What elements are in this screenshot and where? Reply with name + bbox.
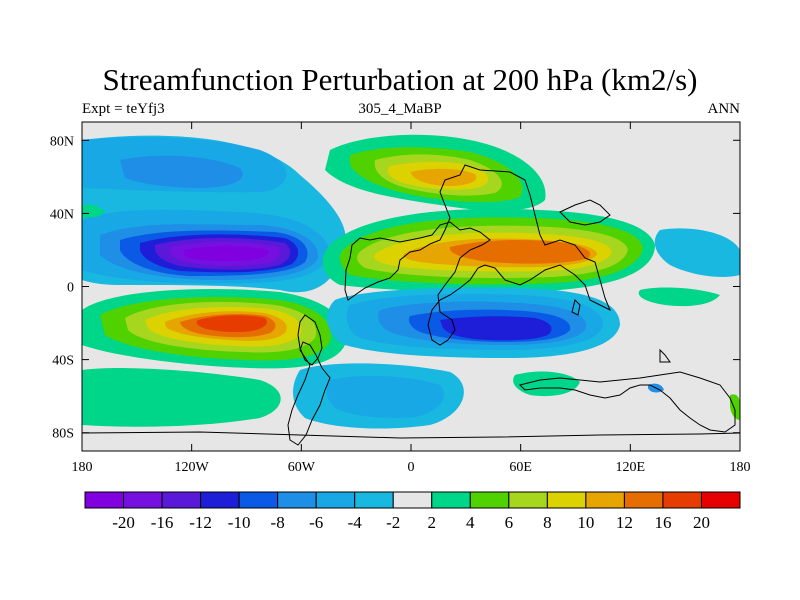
colorbar-label: -16 bbox=[151, 513, 174, 532]
lon-tick-label: 60W bbox=[288, 460, 316, 475]
lon-tick-label: 120E bbox=[616, 460, 646, 475]
positive-southern-indian bbox=[513, 371, 580, 397]
colorbar-label: -2 bbox=[386, 513, 400, 532]
lat-tick-label: 0 bbox=[67, 281, 74, 296]
lon-tick-label: 60E bbox=[509, 460, 532, 475]
colorbar-label: 10 bbox=[577, 513, 594, 532]
positive-lobe-eurasia bbox=[325, 134, 546, 211]
colorbar-label: 4 bbox=[466, 513, 475, 532]
colorbar-swatch bbox=[315, 491, 356, 509]
plot-title: Streamfunction Perturbation at 200 hPa (… bbox=[102, 62, 698, 97]
colorbar-swatch bbox=[623, 491, 664, 509]
colorbar-swatch bbox=[662, 491, 702, 509]
colorbar-label: -10 bbox=[228, 513, 251, 532]
colorbar-swatch bbox=[238, 491, 279, 509]
lat-tick-label: 80S bbox=[52, 427, 74, 442]
positive-south-east bbox=[638, 287, 720, 307]
colorbar-label: -8 bbox=[271, 513, 285, 532]
colorbar-label: 2 bbox=[428, 513, 437, 532]
lon-tick-label: 180 bbox=[730, 460, 751, 475]
colorbar-label: -12 bbox=[189, 513, 212, 532]
colorbar-swatch bbox=[546, 491, 587, 509]
lon-tick-label: 0 bbox=[408, 460, 415, 475]
negative-southern-atlantic-inner bbox=[326, 375, 444, 418]
colorbar-swatch bbox=[161, 491, 202, 509]
colorbar-label: -4 bbox=[348, 513, 363, 532]
positive-lobe-south-pacific bbox=[82, 289, 346, 369]
colorbar-swatch bbox=[123, 491, 163, 509]
colorbar-swatch bbox=[277, 491, 317, 509]
colorbar-swatch bbox=[585, 491, 625, 509]
colorbar-label: -6 bbox=[309, 513, 323, 532]
lat-tick-label: 40S bbox=[52, 354, 74, 369]
negative-band-indian-ocean bbox=[327, 287, 620, 358]
colorbar-swatch bbox=[84, 491, 125, 509]
coastlines bbox=[82, 164, 740, 446]
small-positive-west bbox=[82, 204, 105, 218]
colorbar-label: 6 bbox=[505, 513, 514, 532]
lon-tick-label: 180 bbox=[72, 460, 93, 475]
colorbar-swatch bbox=[469, 491, 510, 509]
colorbar: -20 -16 -12 -10 -8 -6 -4 -2 2 4 6 8 10 12 16 20 bbox=[84, 491, 741, 532]
colorbar-label: 20 bbox=[693, 513, 710, 532]
colorbar-label: 8 bbox=[543, 513, 552, 532]
negative-east-pacific bbox=[654, 228, 740, 277]
colorbar-label: -20 bbox=[112, 513, 135, 532]
positive-southern-west bbox=[82, 368, 281, 427]
colorbar-swatch bbox=[392, 491, 433, 509]
colorbar-label: 16 bbox=[654, 513, 671, 532]
negative-band-north-pacific bbox=[82, 135, 346, 293]
contour-field bbox=[82, 122, 740, 451]
colorbar-swatch bbox=[200, 491, 240, 509]
colorbar-swatch bbox=[431, 491, 471, 509]
season-label: ANN bbox=[707, 101, 741, 117]
colorbar-swatch bbox=[700, 491, 741, 509]
lat-tick-label: 80N bbox=[50, 134, 74, 149]
lat-tick-label: 40N bbox=[50, 207, 74, 222]
experiment-label: Expt = teYfj3 bbox=[82, 101, 165, 117]
colorbar-swatch bbox=[354, 491, 394, 509]
axes: 80N 40N 0 40S 80S 180 120W 60W 0 60E 120E 180 bbox=[50, 122, 751, 475]
case-label: 305_4_MaBP bbox=[358, 101, 442, 117]
small-positive-east-edge bbox=[730, 394, 740, 420]
colorbar-label: 12 bbox=[616, 513, 633, 532]
lon-tick-label: 120W bbox=[175, 460, 210, 475]
colorbar-swatch bbox=[508, 491, 548, 509]
